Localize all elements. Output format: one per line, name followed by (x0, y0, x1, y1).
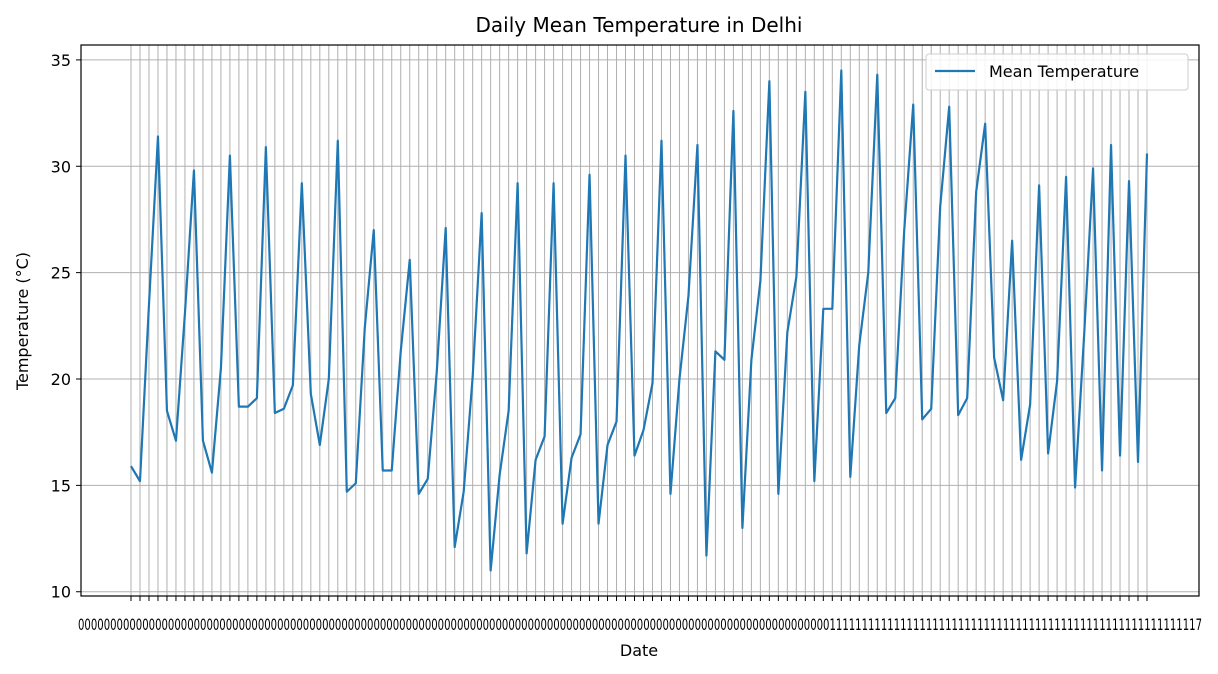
x-tick-marks (130, 596, 1148, 601)
x-tick-labels: 0000000000000000000000000000000000000000… (78, 615, 1202, 634)
y-tick-label: 10 (51, 583, 71, 602)
y-tick-label: 20 (51, 370, 71, 389)
x-axis-label: Date (620, 641, 658, 660)
y-tick-label: 30 (51, 157, 71, 176)
plot-area (76, 44, 1200, 601)
plot-frame (80, 44, 1200, 597)
legend-box (925, 53, 1189, 91)
y-tick-label: 35 (51, 51, 71, 70)
y-tick-label: 25 (51, 264, 71, 283)
legend-label-mean-temperature: Mean Temperature (989, 62, 1139, 81)
x-grid-lines (130, 45, 1148, 596)
mean-temperature-line (130, 69, 1149, 572)
y-tick-marks (76, 59, 81, 593)
chart-title: Daily Mean Temperature in Delhi (476, 13, 803, 37)
legend: Mean Temperature (925, 53, 1189, 91)
y-axis-label: Temperature (°C) (13, 252, 32, 391)
y-tick-label: 15 (51, 476, 71, 495)
